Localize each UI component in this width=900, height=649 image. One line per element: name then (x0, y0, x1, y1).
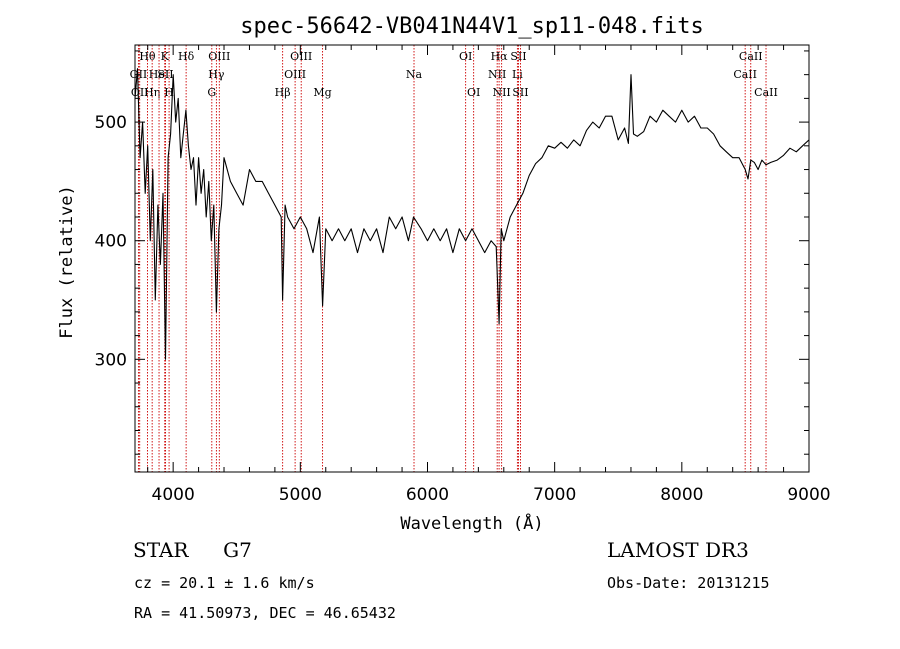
spectral-line-label: Hγ (208, 68, 225, 81)
y-tick-label: 400 (95, 232, 127, 252)
spectral-line-label: Na (406, 68, 423, 81)
spectral-line-label: CaII (733, 68, 757, 81)
spectral-line-label: OI (459, 50, 472, 63)
coordinates-label: RA = 41.50973, DEC = 46.65432 (134, 604, 396, 622)
spectral-line-label: CaII (739, 50, 763, 63)
spectral-line-label: OIII (290, 50, 312, 63)
axis-ticks: 4000 5000 6000 7000 8000 9000 300 400 500 (95, 45, 831, 505)
x-tick-label: 6000 (406, 485, 449, 505)
spectral-line-label: H (164, 86, 174, 99)
spectral-line-label: Li (512, 68, 523, 81)
spectral-line-label: Hα (491, 50, 509, 63)
object-class-label: STAR G7 (133, 538, 252, 562)
spectral-line-label: K (161, 50, 170, 63)
spectral-line-label: OIII (208, 50, 230, 63)
spectrum-line (134, 68, 810, 360)
y-tick-label: 500 (95, 113, 127, 133)
survey-label: LAMOST DR3 (607, 538, 749, 562)
x-axis-label: Wavelength (Å) (400, 512, 543, 534)
spectral-line-label: OI (467, 86, 480, 99)
spectral-line-label: G (207, 86, 216, 99)
x-tick-label: 5000 (279, 485, 322, 505)
spectral-line-label: Hθ (139, 50, 156, 63)
x-tick-label: 7000 (533, 485, 576, 505)
spectral-line-label: Mg (313, 86, 331, 99)
object-subclass: G7 (223, 538, 252, 562)
spectral-line-label: SII (510, 50, 526, 63)
spectral-line-label: SII (512, 86, 528, 99)
spectral-line-label: Hη (144, 86, 160, 99)
plot-frame (134, 44, 810, 473)
redshift-label: cz = 20.1 ± 1.6 km/s (134, 574, 315, 592)
x-tick-label: 4000 (152, 485, 195, 505)
spectral-line-markers: OIIOIIHθHηHeIKSIIHHδGHγOIIIHβOIIIOIIIMgN… (130, 45, 778, 472)
spectral-line-label: SII (157, 68, 173, 81)
x-tick-label: 9000 (787, 485, 830, 505)
x-tick-label: 8000 (660, 485, 703, 505)
spectral-line-label: OIII (284, 68, 306, 81)
spectral-line-label: NII (492, 86, 510, 99)
spectral-line-label: CaII (754, 86, 778, 99)
spectral-line-label: Hδ (178, 50, 195, 63)
spectral-line-label: NII (488, 68, 506, 81)
y-tick-label: 300 (95, 350, 127, 370)
object-class: STAR (133, 538, 189, 562)
spectral-line-label: Hβ (275, 86, 291, 99)
obs-date-label: Obs-Date: 20131215 (607, 574, 770, 592)
spectral-line-label: HeI (149, 68, 169, 81)
y-axis-label: Flux (relative) (57, 185, 77, 339)
chart-title: spec-56642-VB041N44V1_sp11-048.fits (240, 14, 704, 39)
